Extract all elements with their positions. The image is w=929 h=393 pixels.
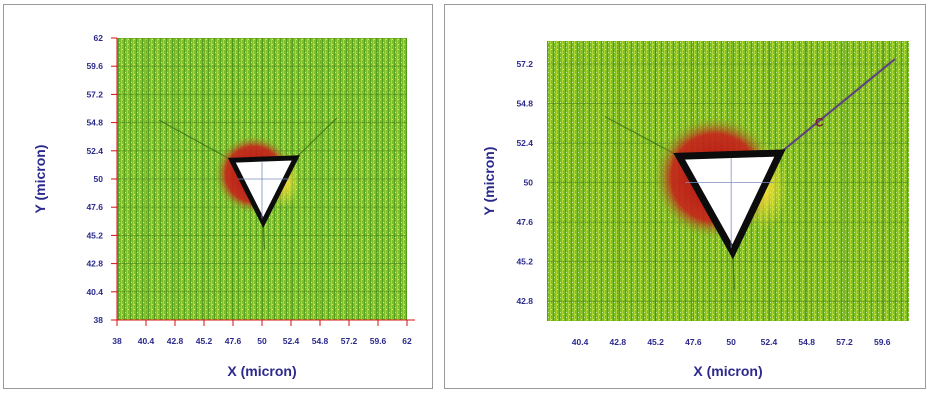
y-tick-label: 59.6	[86, 61, 103, 71]
right-chart-panel: 40.4 42.8 45.2 47.6 50 52.4 54.8 57.2 59.6 57.2 54…	[444, 4, 926, 389]
y-tick-label: 42.8	[86, 259, 103, 269]
x-tick-label: 57.2	[836, 337, 853, 347]
left-indentation-heatmap: 38 40.4 42.8 45.2 47.6 50 52.4 54.8 57.2 59.6 62 62…	[32, 33, 415, 379]
x-tick-label: 42.8	[167, 336, 184, 346]
x-tick-label: 38	[112, 336, 122, 346]
crack-line	[295, 117, 338, 159]
y-tick-label: 54.8	[516, 99, 533, 109]
x-tick-label: 47.6	[685, 337, 702, 347]
x-tick-label: 62	[402, 336, 412, 346]
x-tick-label: 45.2	[647, 337, 664, 347]
y-tick-label: 50	[524, 178, 534, 188]
y-tick-label: 47.6	[86, 202, 103, 212]
x-tick-label: 40.4	[138, 336, 155, 346]
y-tick-label: 47.6	[516, 217, 533, 227]
x-tick-label: 47.6	[225, 336, 242, 346]
x-tick-label: 59.6	[370, 336, 387, 346]
right-indentation-heatmap: 40.4 42.8 45.2 47.6 50 52.4 54.8 57.2 59.6 57.2 54…	[481, 41, 909, 379]
x-tick-label: 57.2	[341, 336, 358, 346]
x-tick-label: 54.8	[798, 337, 815, 347]
x-tick-label: 50	[726, 337, 736, 347]
y-tick-label: 45.2	[516, 257, 533, 267]
crack-annotation: C	[815, 116, 824, 130]
crack-line	[779, 58, 896, 154]
indent-triangle	[673, 149, 786, 260]
x-tick-label: 54.8	[312, 336, 329, 346]
y-tick-label: 57.2	[516, 59, 533, 69]
heatmap-field	[117, 38, 407, 320]
left-chart-panel: 38 40.4 42.8 45.2 47.6 50 52.4 54.8 57.2 59.6 62 62…	[3, 4, 433, 389]
x-tick-label: 50	[257, 336, 267, 346]
y-tick-label: 54.8	[86, 118, 103, 128]
y-axis-label: Y (micron)	[32, 145, 48, 214]
x-axis-label: X (micron)	[227, 363, 296, 379]
y-axis-label: Y (micron)	[481, 147, 497, 216]
x-tick-label: 52.4	[283, 336, 300, 346]
indent-triangle	[227, 155, 300, 229]
crack-line	[159, 119, 233, 161]
x-axis-label: X (micron)	[693, 363, 762, 379]
y-tick-label: 52.4	[516, 138, 533, 148]
x-tick-label: 45.2	[196, 336, 213, 346]
y-tick-label: 38	[94, 315, 104, 325]
y-tick-label: 62	[94, 33, 104, 43]
x-tick-label: 40.4	[572, 337, 589, 347]
x-tick-label: 42.8	[610, 337, 627, 347]
y-tick-label: 50	[94, 174, 104, 184]
y-tick-label: 45.2	[86, 230, 103, 240]
y-tick-label: 42.8	[516, 296, 533, 306]
y-tick-label: 52.4	[86, 146, 103, 156]
x-tick-label: 59.6	[874, 337, 891, 347]
y-tick-label: 40.4	[86, 287, 103, 297]
x-tick-label: 52.4	[761, 337, 778, 347]
heatmap-field	[547, 41, 909, 321]
y-tick-label: 57.2	[86, 89, 103, 99]
